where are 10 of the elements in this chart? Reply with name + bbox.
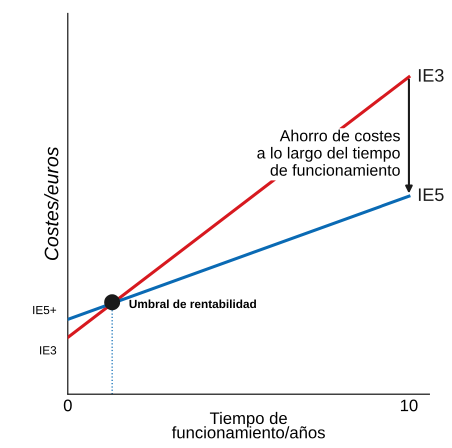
annotation: Umbral de rentabilidad xyxy=(130,299,256,308)
series-label: IE3 xyxy=(418,68,444,82)
annotation: Ahorro de costes a lo largo del tiempo de funcionamiento xyxy=(257,130,400,176)
y-axis-title: Costes/euros xyxy=(44,146,58,260)
x-tick-label: 10 xyxy=(400,400,418,412)
text: IE3 xyxy=(40,346,56,354)
series-label: IE5 xyxy=(418,188,444,202)
x-axis-title: Tiempo de funcionamiento/años xyxy=(172,412,325,438)
x-tick-label: 0 xyxy=(64,400,72,412)
text: IE5+ xyxy=(33,306,56,314)
